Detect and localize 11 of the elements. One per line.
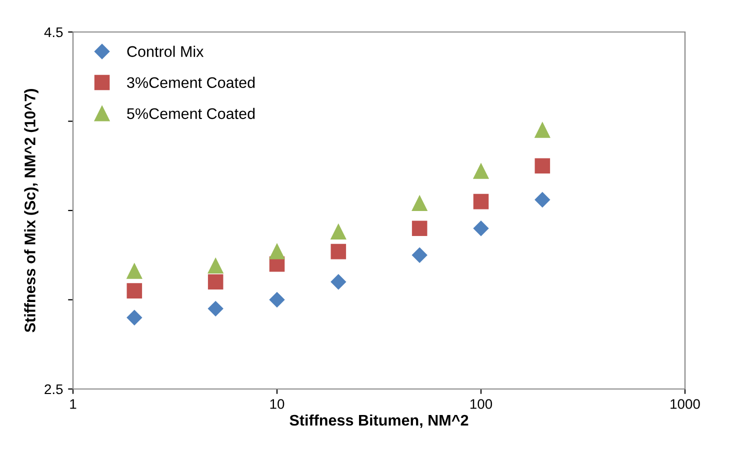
y-tick-label: 4.5 bbox=[44, 27, 63, 38]
x-tick-label: 10 bbox=[270, 399, 284, 409]
y-axis-title: Stiffness of Mix (Sc), NM^2 (10^7) bbox=[24, 89, 38, 332]
legend-label: 5%Cement Coated bbox=[127, 108, 255, 120]
y-tick-label: 2.5 bbox=[44, 384, 63, 394]
legend-label: Control Mix bbox=[127, 46, 204, 57]
x-tick-label: 1 bbox=[70, 399, 76, 409]
x-tick-label: 1000 bbox=[670, 399, 700, 409]
x-tick-label: 100 bbox=[470, 399, 492, 409]
x-axis-title: Stiffness Bitumen, NM^2 bbox=[290, 414, 468, 428]
legend-label: 3%Cement Coated bbox=[127, 76, 255, 88]
